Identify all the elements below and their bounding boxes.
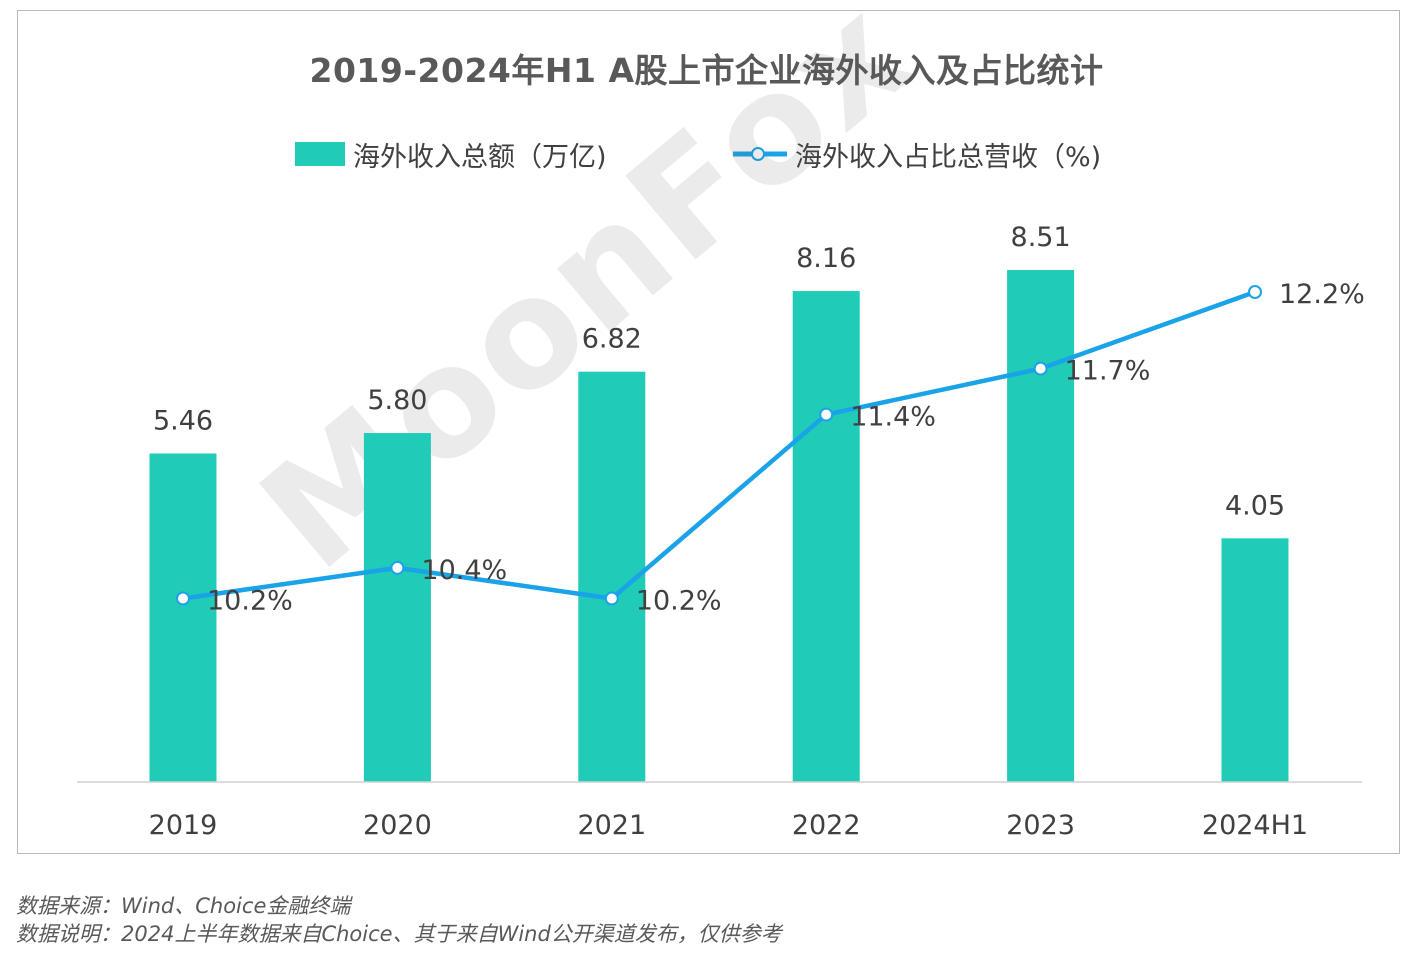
legend-label-overseas-revenue: 海外收入总额（万亿): [353, 141, 607, 173]
bar-2024H1: [1221, 538, 1289, 782]
data-source-note: 数据来源：Wind、Choice金融终端: [16, 894, 351, 918]
chart-frame: [17, 10, 1400, 854]
line-point-2024H1: [1248, 285, 1262, 299]
x-tick-label-2023: 2023: [1006, 810, 1075, 841]
x-tick-label-2024H1: 2024H1: [1202, 810, 1308, 841]
chart-title: 2019-2024年H1 A股上市企业海外收入及占比统计: [309, 51, 1104, 90]
line-series: 10.2% 10.4% 10.2% 11.4% 11.7% 12.2%: [176, 279, 1365, 617]
x-tick-label-2019: 2019: [149, 810, 218, 841]
x-axis-ticks: 2019 2020 2021 2022 2023 2024H1: [149, 810, 1308, 841]
line-label-2023: 11.7%: [1065, 356, 1151, 387]
bar-data-labels: 5.46 5.80 6.82 8.16 8.51 4.05: [153, 222, 1285, 521]
line-point-2019: [176, 591, 190, 606]
bar-series: [149, 270, 1289, 782]
ratio-line: [182, 289, 1256, 601]
legend-line-marker-icon: [733, 147, 787, 161]
x-tick-label-2022: 2022: [792, 810, 861, 841]
x-tick-label-2020: 2020: [363, 810, 432, 841]
bar-label-2023: 8.51: [1011, 222, 1071, 253]
legend-item-overseas-ratio: 海外收入占比总营收（%): [731, 136, 1102, 173]
bar-2019: [149, 453, 217, 782]
bar-2023: [1007, 270, 1075, 782]
line-label-2020: 10.4%: [421, 555, 507, 586]
bar-label-2022: 8.16: [796, 243, 856, 274]
line-label-2021: 10.2%: [636, 586, 722, 617]
x-tick-label-2021: 2021: [577, 810, 646, 841]
legend-item-overseas-revenue: 海外收入总额（万亿): [295, 136, 607, 173]
line-label-2019: 10.2%: [207, 586, 293, 617]
bar-2022: [792, 291, 860, 782]
bar-label-2019: 5.46: [153, 406, 213, 437]
line-label-2024H1: 12.2%: [1279, 279, 1365, 310]
data-description-note: 数据说明：2024上半年数据来自Choice、其于来自Wind公开渠道发布，仅供…: [16, 922, 782, 946]
bar-label-2020: 5.80: [367, 385, 427, 416]
legend-bar-swatch: [295, 142, 345, 166]
bar-label-2024H1: 4.05: [1225, 490, 1285, 521]
line-point-2023: [1033, 361, 1048, 376]
line-label-2022: 11.4%: [850, 402, 936, 433]
bar-2020: [363, 433, 431, 782]
bar-label-2021: 6.82: [582, 324, 642, 355]
line-point-2020: [390, 560, 405, 575]
line-point-2022: [819, 407, 834, 422]
legend-label-overseas-ratio: 海外收入占比总营收（%): [795, 141, 1102, 173]
line-point-2021: [604, 591, 619, 606]
